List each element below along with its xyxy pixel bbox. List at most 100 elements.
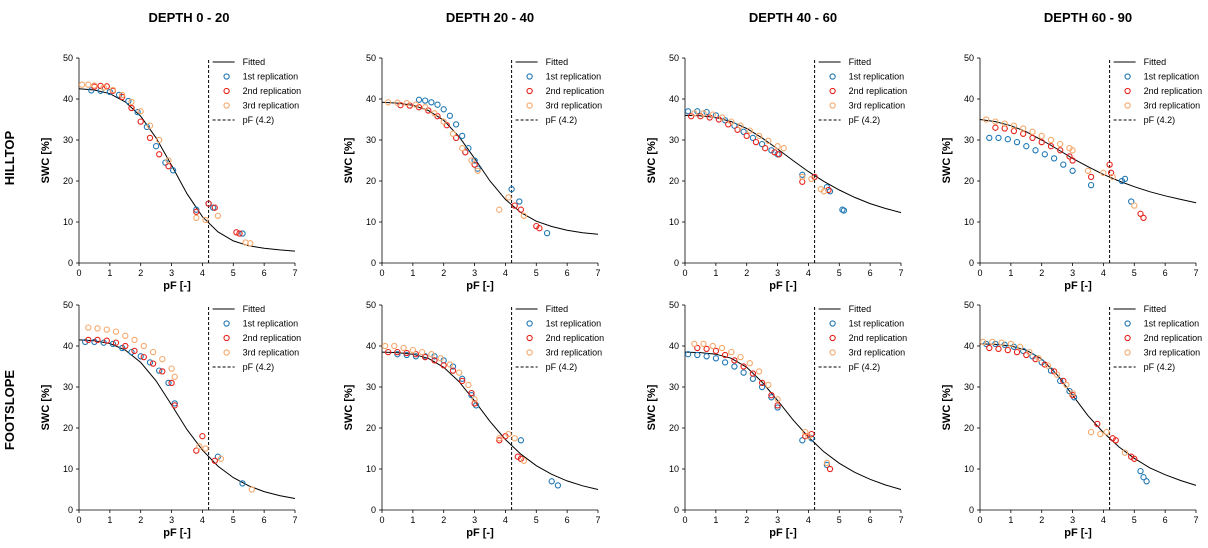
data-point (437, 355, 444, 362)
y-tick-label: 0 (674, 505, 679, 515)
y-axis-label: SWC [%] (941, 137, 953, 183)
data-point (1016, 343, 1024, 350)
data-point (168, 379, 175, 387)
data-point (412, 351, 420, 358)
data-point (1026, 348, 1033, 356)
legend-swatch-marker (223, 349, 230, 356)
data-point (774, 402, 781, 409)
column-title-depth-0-20: DEPTH 0 - 20 (149, 10, 230, 25)
data-point (85, 81, 92, 88)
data-point (734, 126, 741, 133)
x-tick-label: 5 (837, 515, 842, 525)
series-2nd-replication (91, 82, 243, 237)
data-point (516, 198, 523, 205)
column-title-depth-20-40: DEPTH 20 - 40 (446, 10, 534, 25)
y-tick-label: 50 (63, 53, 73, 63)
data-point (1087, 173, 1095, 181)
y-tick-label: 50 (366, 300, 376, 310)
x-tick-label: 4 (1101, 268, 1106, 278)
data-point (709, 111, 716, 118)
legend-swatch-marker (829, 334, 836, 342)
data-point (992, 340, 999, 348)
data-point (431, 110, 438, 117)
data-point (199, 433, 206, 440)
data-point (496, 437, 503, 444)
y-tick-label: 50 (964, 53, 974, 63)
data-point (520, 457, 528, 464)
data-point (811, 173, 818, 181)
y-axis-label: SWC [%] (646, 137, 658, 183)
x-tick-label: 4 (503, 515, 508, 525)
data-point (91, 338, 98, 346)
data-point (1069, 167, 1076, 174)
data-point (995, 345, 1002, 353)
data-point (1057, 147, 1064, 154)
data-point (109, 86, 117, 94)
data-point (721, 359, 729, 366)
data-point (548, 478, 555, 485)
legend-swatch-marker (526, 320, 533, 327)
y-tick-label: 30 (63, 382, 73, 392)
data-point (137, 108, 144, 115)
series-3rd-replication (78, 81, 254, 247)
x-tick-label: 6 (868, 515, 873, 525)
data-point (1013, 348, 1021, 356)
y-tick-label: 10 (63, 464, 73, 474)
y-tick-label: 10 (669, 217, 679, 227)
data-point (156, 367, 163, 374)
data-point (159, 368, 166, 375)
data-point (774, 143, 781, 150)
data-point (802, 433, 809, 440)
x-tick-label: 1 (1008, 515, 1013, 525)
x-tick-label: 3 (472, 268, 477, 278)
data-point (112, 339, 120, 346)
series-1st-replication (684, 351, 831, 469)
column-titles: DEPTH 0 - 20 DEPTH 20 - 40 DEPTH 40 - 60… (149, 10, 1133, 25)
legend-swatch-marker (223, 87, 230, 95)
y-tick-label: 30 (366, 382, 376, 392)
x-tick-label: 0 (379, 268, 384, 278)
data-point (205, 200, 212, 207)
data-point (137, 118, 144, 125)
data-point (1060, 377, 1067, 385)
data-point (1032, 147, 1039, 154)
data-point (746, 127, 753, 134)
data-point (765, 137, 772, 144)
x-tick-label: 2 (138, 515, 143, 525)
x-axis-label: pF [-] (769, 280, 797, 292)
data-point (1131, 455, 1138, 462)
fitted-curve (684, 114, 902, 214)
column-title-depth-60-90: DEPTH 60 - 90 (1044, 10, 1132, 25)
legend-label: Fitted (243, 304, 266, 314)
x-tick-label: 6 (1163, 268, 1168, 278)
data-point (471, 396, 478, 403)
series-2nd-replication (986, 344, 1138, 462)
legend-swatch-marker (526, 102, 533, 109)
data-point (1047, 367, 1055, 374)
y-tick-label: 10 (366, 217, 376, 227)
data-point (415, 96, 423, 103)
data-point (712, 112, 720, 119)
x-tick-label: 6 (1163, 515, 1168, 525)
y-tick-label: 20 (964, 423, 974, 433)
data-point (731, 363, 738, 370)
x-tick-label: 5 (1132, 515, 1137, 525)
data-point (149, 348, 157, 356)
x-tick-label: 2 (1039, 515, 1044, 525)
data-point (193, 214, 200, 222)
x-tick-label: 3 (1070, 268, 1075, 278)
data-point (721, 351, 729, 359)
x-tick-label: 1 (713, 515, 718, 525)
y-tick-label: 0 (371, 505, 376, 515)
data-point (758, 140, 766, 148)
y-tick-label: 50 (669, 53, 679, 63)
x-tick-label: 3 (1070, 515, 1075, 525)
data-point (1137, 467, 1144, 475)
data-point (412, 353, 420, 360)
data-point (1057, 377, 1064, 385)
data-point (94, 325, 101, 332)
data-point (468, 157, 475, 164)
data-point (715, 116, 723, 123)
data-point (1029, 128, 1036, 135)
data-point (511, 202, 518, 209)
